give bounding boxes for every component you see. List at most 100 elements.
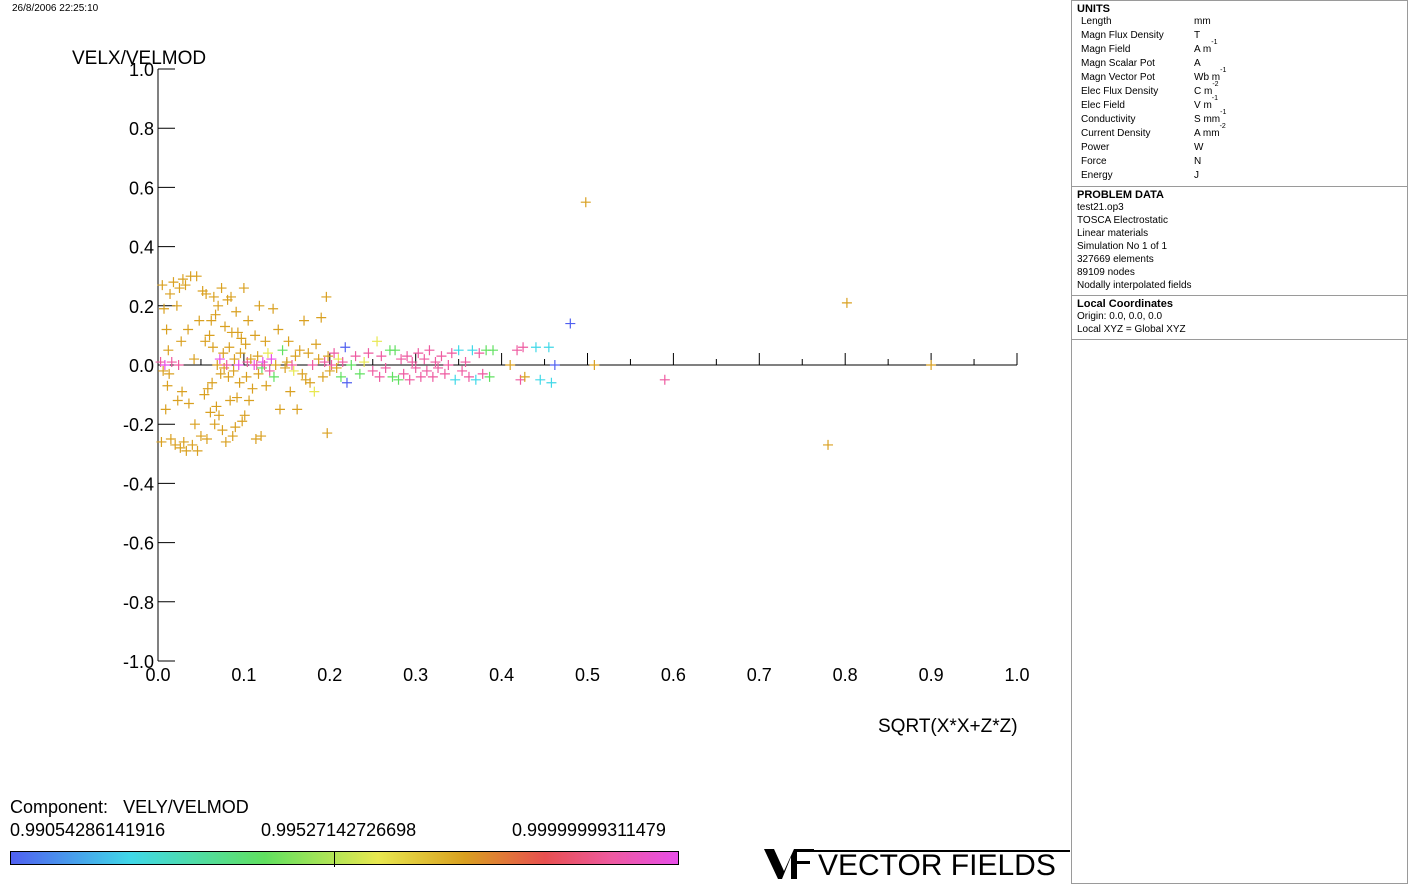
units-quantity: Force xyxy=(1081,156,1107,167)
problem-data-title: PROBLEM DATA xyxy=(1077,189,1164,201)
plot-axes: 1.00.80.60.40.20.0-0.2-0.4-0.6-0.8-1.00.… xyxy=(123,60,1030,685)
y-tick-label: 0.4 xyxy=(129,238,154,258)
units-exponent: -2 xyxy=(1212,81,1219,88)
data-point xyxy=(410,362,421,373)
data-point xyxy=(158,365,169,376)
local-coordinates-list: Origin: 0.0, 0.0, 0.0 Local XYZ = Global … xyxy=(1072,310,1407,336)
info-panel: UNITS Length mm Magn Flux Density T Magn Fie… xyxy=(1071,0,1408,884)
data-point xyxy=(331,362,342,373)
data-point xyxy=(171,300,182,311)
y-tick-label: 0.2 xyxy=(129,297,154,317)
data-point xyxy=(659,374,670,385)
legend-title: Component: VELY/VELMOD xyxy=(10,797,249,818)
x-tick-label: 0.5 xyxy=(575,665,600,685)
data-point xyxy=(259,360,270,370)
data-point xyxy=(326,360,337,370)
data-point xyxy=(367,365,378,376)
data-point xyxy=(387,371,398,382)
data-point xyxy=(322,428,333,439)
units-exponent: -1 xyxy=(1211,95,1219,102)
units-value: S mm xyxy=(1194,114,1221,125)
data-point xyxy=(453,345,464,356)
data-point xyxy=(174,283,185,294)
units-exponent: -1 xyxy=(1220,109,1227,116)
x-axis-label: SQRT(X*X+Z*Z) xyxy=(878,716,1018,737)
data-point xyxy=(430,357,441,368)
data-point xyxy=(232,392,243,403)
units-quantity: Current Density xyxy=(1081,128,1151,139)
y-tick-label: -0.4 xyxy=(123,474,154,494)
data-point xyxy=(241,371,252,382)
data-point xyxy=(589,360,600,370)
units-row: Power W xyxy=(1072,141,1407,155)
data-point xyxy=(240,339,251,350)
data-point xyxy=(228,365,239,376)
data-point xyxy=(443,360,454,370)
data-point xyxy=(156,436,167,447)
data-point xyxy=(285,386,296,397)
data-point xyxy=(173,360,184,370)
logo-text: VECTOR FIELDS xyxy=(818,849,1056,882)
data-point xyxy=(580,197,591,208)
data-point xyxy=(230,422,241,433)
units-quantity: Energy xyxy=(1081,170,1113,181)
data-point xyxy=(253,368,264,379)
x-tick-label: 0.1 xyxy=(231,665,256,685)
data-point xyxy=(224,342,235,353)
data-point xyxy=(216,283,227,294)
data-point xyxy=(166,357,177,368)
y-tick-label: 1.0 xyxy=(129,60,154,80)
units-row: Magn Scalar Pot A xyxy=(1072,57,1407,71)
data-point xyxy=(292,404,303,415)
units-value: A mm xyxy=(1194,128,1220,139)
units-value: V m xyxy=(1194,100,1212,111)
problem-data-line: Simulation No 1 of 1 xyxy=(1077,241,1168,252)
units-exponent: -1 xyxy=(1220,67,1227,74)
data-point xyxy=(232,327,243,338)
units-quantity: Power xyxy=(1081,142,1110,153)
data-point xyxy=(380,362,391,373)
data-point xyxy=(546,377,557,388)
data-point xyxy=(335,371,346,382)
data-point xyxy=(413,348,424,359)
data-point xyxy=(543,342,554,353)
units-title: UNITS xyxy=(1077,3,1110,15)
data-point xyxy=(841,297,852,308)
data-point xyxy=(195,431,206,442)
data-point xyxy=(439,368,450,379)
data-point xyxy=(823,439,834,450)
data-point xyxy=(374,371,385,382)
data-point xyxy=(176,336,187,347)
data-point xyxy=(280,362,291,373)
data-point xyxy=(160,404,171,415)
units-row: Elec Flux Density C m -2 xyxy=(1072,81,1407,99)
data-point xyxy=(549,360,560,370)
data-point xyxy=(305,377,316,388)
data-point xyxy=(209,419,220,430)
data-point xyxy=(436,351,447,362)
data-point xyxy=(239,410,250,421)
data-point xyxy=(165,288,176,299)
units-quantity: Magn Flux Density xyxy=(1081,30,1164,41)
data-point xyxy=(277,345,288,356)
units-value: A xyxy=(1194,58,1201,69)
data-point xyxy=(205,407,216,418)
y-tick-label: -1.0 xyxy=(123,652,154,672)
data-point xyxy=(157,280,168,291)
data-point xyxy=(211,401,222,412)
data-point xyxy=(346,360,357,370)
data-point xyxy=(484,371,495,382)
data-point xyxy=(518,342,529,353)
data-point xyxy=(427,371,438,382)
units-value: mm xyxy=(1194,16,1211,27)
x-tick-label: 1.0 xyxy=(1004,665,1029,685)
legend-max-value: 0.99999999311479 xyxy=(512,820,666,840)
units-section: UNITS Length mm Magn Flux Density T Magn Fie… xyxy=(1072,1,1407,187)
units-quantity: Magn Vector Pot xyxy=(1081,72,1155,83)
problem-data-list: test21.op3 TOSCA Electrostatic Linear mate… xyxy=(1072,201,1407,292)
data-point xyxy=(194,315,205,326)
data-point xyxy=(477,368,488,379)
x-tick-label: 0.9 xyxy=(919,665,944,685)
data-point xyxy=(235,348,246,359)
data-point xyxy=(535,374,546,385)
